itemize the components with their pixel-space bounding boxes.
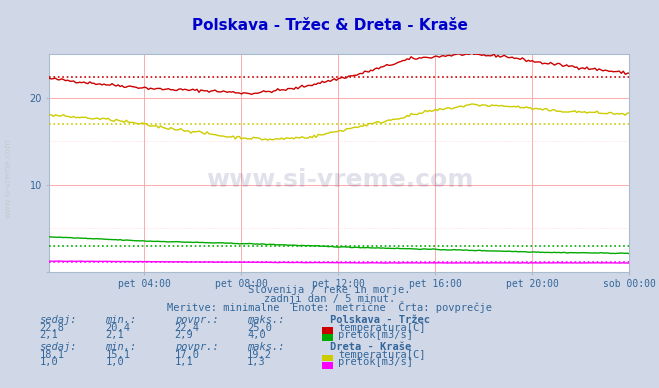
Text: 2,9: 2,9 bbox=[175, 329, 193, 340]
Text: 2,1: 2,1 bbox=[40, 329, 58, 340]
Text: 1,1: 1,1 bbox=[175, 357, 193, 367]
Text: Dreta - Kraše: Dreta - Kraše bbox=[330, 342, 411, 352]
Text: 1,0: 1,0 bbox=[105, 357, 124, 367]
Text: 2,1: 2,1 bbox=[105, 329, 124, 340]
Text: pretok[m3/s]: pretok[m3/s] bbox=[338, 357, 413, 367]
Text: 25,0: 25,0 bbox=[247, 322, 272, 333]
Text: min.:: min.: bbox=[105, 342, 136, 352]
Text: 4,0: 4,0 bbox=[247, 329, 266, 340]
Text: 18,1: 18,1 bbox=[40, 350, 65, 360]
Text: Polskava - Tržec: Polskava - Tržec bbox=[330, 315, 430, 325]
Text: 15,1: 15,1 bbox=[105, 350, 130, 360]
Text: temperatura[C]: temperatura[C] bbox=[338, 322, 426, 333]
Text: pretok[m3/s]: pretok[m3/s] bbox=[338, 329, 413, 340]
Text: 17,0: 17,0 bbox=[175, 350, 200, 360]
Text: 22,8: 22,8 bbox=[40, 322, 65, 333]
Text: temperatura[C]: temperatura[C] bbox=[338, 350, 426, 360]
Text: 19,2: 19,2 bbox=[247, 350, 272, 360]
Text: 1,0: 1,0 bbox=[40, 357, 58, 367]
Text: Polskava - Tržec & Dreta - Kraše: Polskava - Tržec & Dreta - Kraše bbox=[192, 18, 467, 33]
Text: maks.:: maks.: bbox=[247, 342, 285, 352]
Text: zadnji dan / 5 minut.: zadnji dan / 5 minut. bbox=[264, 294, 395, 304]
Text: Meritve: minimalne  Enote: metrične  Črta: povprečje: Meritve: minimalne Enote: metrične Črta:… bbox=[167, 301, 492, 313]
Text: povpr.:: povpr.: bbox=[175, 315, 218, 325]
Text: maks.:: maks.: bbox=[247, 315, 285, 325]
Text: sedaj:: sedaj: bbox=[40, 315, 77, 325]
Text: min.:: min.: bbox=[105, 315, 136, 325]
Text: povpr.:: povpr.: bbox=[175, 342, 218, 352]
Text: www.si-vreme.com: www.si-vreme.com bbox=[206, 168, 473, 192]
Text: Slovenija / reke in morje.: Slovenija / reke in morje. bbox=[248, 285, 411, 295]
Text: 20,4: 20,4 bbox=[105, 322, 130, 333]
Text: www.si-vreme.com: www.si-vreme.com bbox=[3, 139, 13, 218]
Text: 22,4: 22,4 bbox=[175, 322, 200, 333]
Text: sedaj:: sedaj: bbox=[40, 342, 77, 352]
Text: 1,3: 1,3 bbox=[247, 357, 266, 367]
